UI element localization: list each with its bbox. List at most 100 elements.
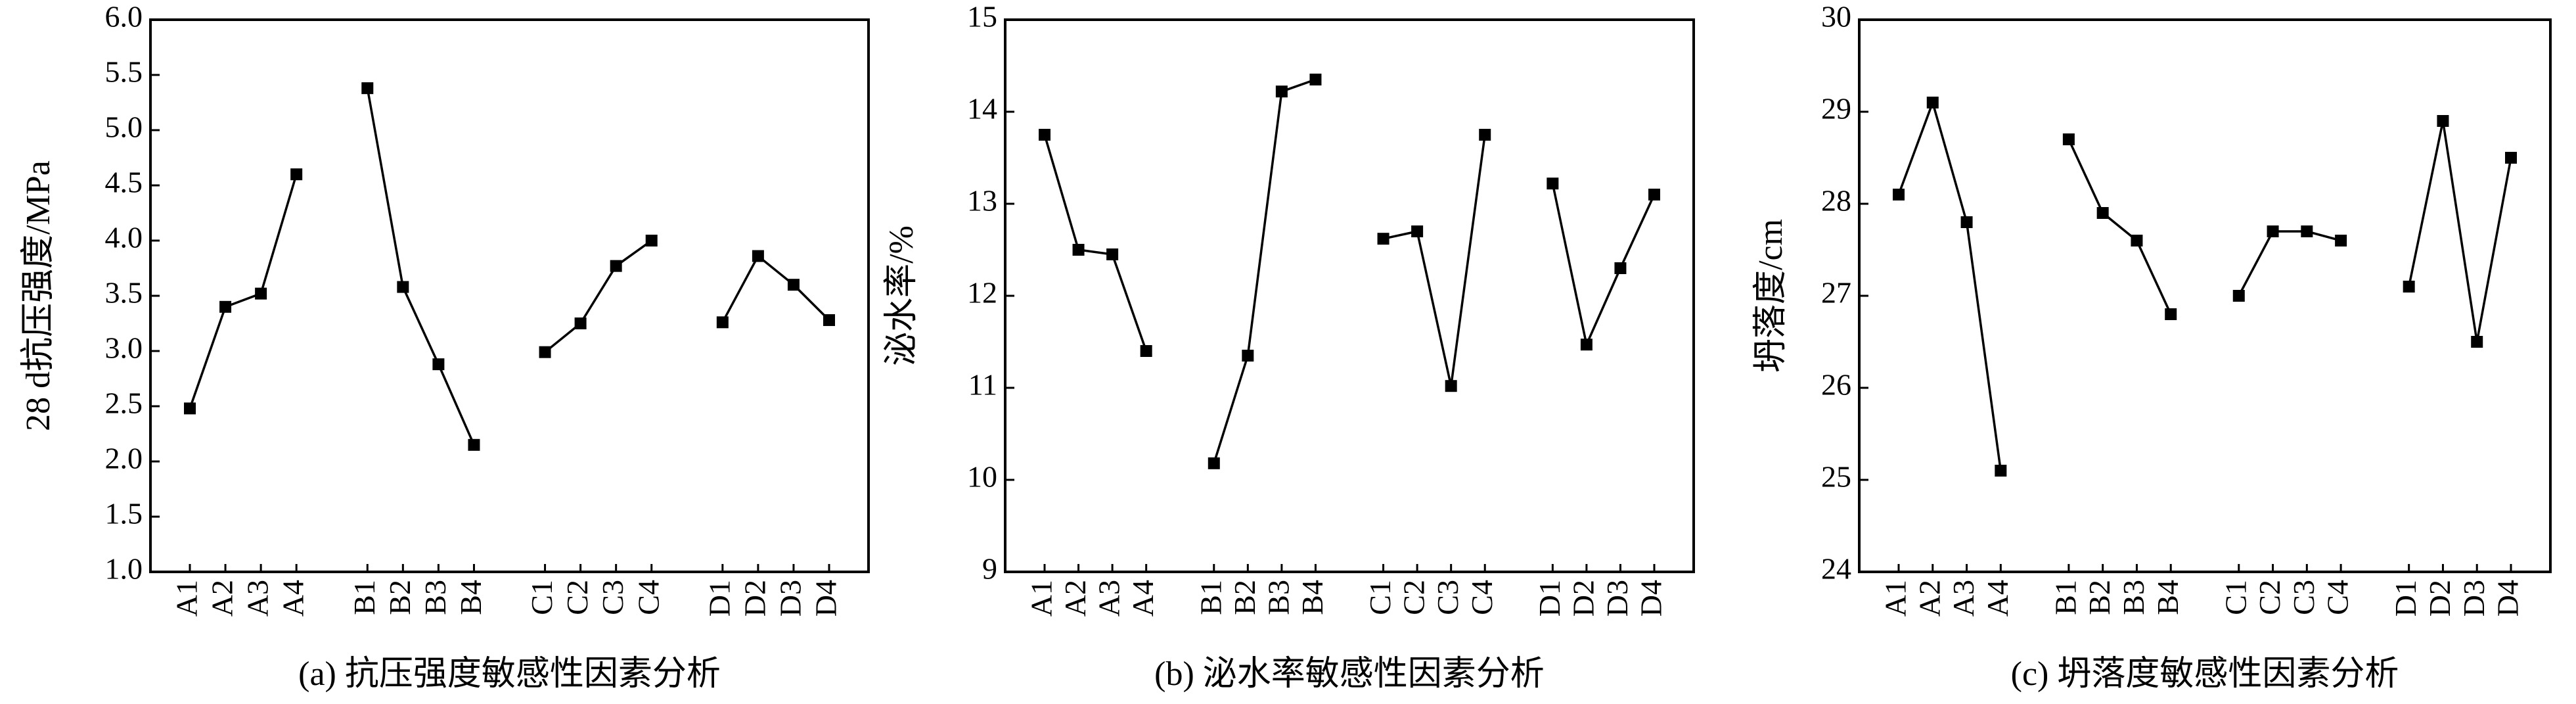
x-tick-label: B1 [348,580,381,615]
y-tick-label: 4.0 [105,221,143,254]
data-point [2096,207,2109,219]
x-tick-label: D2 [2423,580,2456,617]
data-point [1648,189,1660,200]
x-tick-label: D2 [738,580,771,617]
x-tick-label: C1 [2219,580,2252,615]
x-tick-label: D3 [774,580,807,617]
data-point [1926,97,1939,108]
x-tick-label: A3 [1947,580,1980,617]
data-point [468,438,480,451]
data-point [1547,177,1559,190]
data-point [2403,281,2415,293]
chart-caption: (b) 泌水率敏感性因素分析 [1154,655,1545,693]
x-tick-label: A2 [1058,580,1092,617]
y-tick-label: 1.5 [105,497,143,530]
data-point [1479,129,1491,141]
data-point [1072,244,1085,256]
data-point [1106,248,1119,260]
y-tick-label: 14 [967,92,997,126]
data-point [219,300,232,313]
data-point [1309,74,1322,85]
y-tick-label: 12 [967,276,997,310]
data-point [1275,85,1288,98]
x-tick-label: C3 [596,580,629,615]
y-tick-label: 11 [968,368,997,402]
y-tick-label: 5.0 [105,110,143,144]
x-tick-label: D2 [1566,580,1600,617]
data-point [255,287,267,300]
x-tick-label: C4 [2321,580,2355,615]
data-point [752,250,764,262]
y-tick-label: 2.0 [105,442,143,475]
chart-caption: (a) 抗压强度敏感性因素分析 [298,655,721,693]
x-tick-label: A2 [1912,580,1946,617]
data-point [1039,129,1051,141]
y-tick-label: 13 [967,184,997,218]
data-point [2165,308,2177,320]
x-tick-label: C4 [1465,580,1499,615]
x-tick-label: D1 [2389,580,2422,617]
data-point [610,260,622,272]
x-tick-label: A4 [277,580,310,617]
x-tick-label: B2 [1228,580,1261,615]
y-tick-label: 3.5 [105,276,143,310]
data-point [397,281,409,293]
x-tick-label: B2 [383,580,417,615]
x-tick-label: B3 [418,580,452,615]
y-tick-label: 3.0 [105,331,143,365]
x-tick-label: C1 [525,580,558,615]
y-tick-label: 6.0 [105,0,143,34]
x-tick-label: A1 [1879,580,1912,617]
x-tick-label: B4 [1296,580,1329,615]
x-tick-label: C4 [631,580,665,615]
y-tick-label: 24 [1821,552,1851,586]
data-point [1893,189,1905,200]
data-point [645,235,658,246]
x-tick-label: D4 [809,580,843,617]
y-tick-label: 28 [1821,184,1851,218]
x-tick-label: B4 [2151,580,2184,615]
data-point [1445,380,1457,392]
x-tick-label: A1 [1025,580,1058,617]
data-point [787,279,800,291]
data-point [574,317,587,329]
x-tick-label: A1 [170,580,204,617]
x-tick-label: B1 [2048,580,2082,615]
x-tick-label: D1 [702,580,736,617]
data-point [184,402,196,415]
y-tick-label: 5.5 [105,55,143,89]
y-tick-label: 27 [1821,276,1851,310]
x-tick-label: A3 [241,580,275,617]
data-point [1208,457,1220,469]
data-point [2062,133,2075,145]
x-tick-label: D4 [1635,580,1668,617]
x-tick-label: C2 [1397,580,1431,615]
data-point [539,346,551,358]
y-tick-label: 25 [1821,460,1851,494]
y-tick-label: 29 [1821,92,1851,126]
x-tick-label: D3 [2457,580,2491,617]
x-tick-label: D1 [1533,580,1566,617]
x-tick-label: B4 [454,580,487,615]
x-tick-label: A4 [1981,580,2014,617]
x-tick-label: A2 [206,580,239,617]
data-line [1897,99,2512,471]
data-point [2131,235,2143,246]
x-tick-label: B2 [2083,580,2116,615]
plot-frame [1858,18,2552,573]
data-point [1140,345,1152,357]
x-tick-label: B3 [2117,580,2150,615]
data-point [716,316,729,329]
data-point [2232,290,2245,302]
data-point [2437,115,2449,127]
data-line [189,87,830,446]
x-tick-label: C3 [2287,580,2320,615]
data-point [2471,336,2483,348]
data-point [2301,225,2313,237]
data-point [1995,465,2007,477]
y-tick-label: 9 [982,552,997,586]
y-axis-label: 泌水率/% [883,225,920,366]
data-point [1242,350,1254,362]
x-tick-label: B3 [1261,580,1295,615]
data-line [1043,78,1656,464]
